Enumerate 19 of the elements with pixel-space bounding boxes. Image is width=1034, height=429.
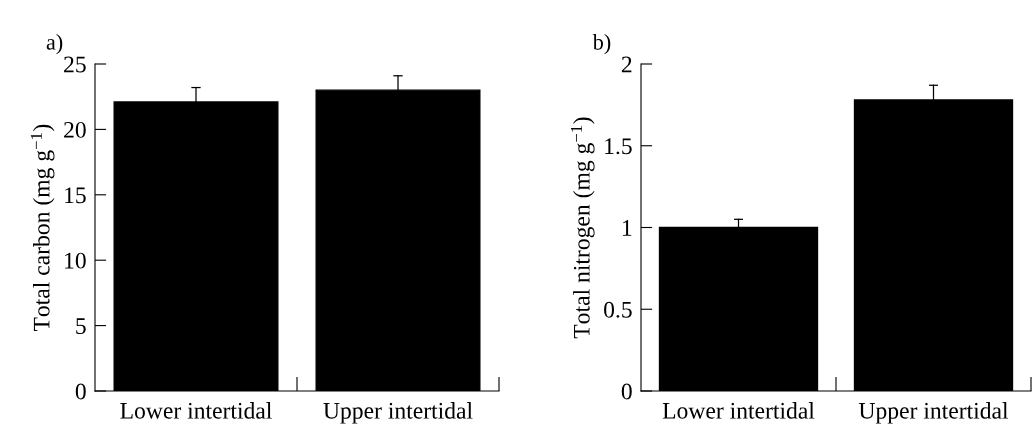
y-tick-label: 2 (621, 56, 632, 73)
y-tick-label: 25 (64, 56, 86, 73)
y-tick-label: 1.5 (605, 138, 632, 155)
y-tick-label: 10 (65, 252, 86, 269)
y-axis-title: Total carbon (mg g$^{−1}$) (30, 124, 55, 332)
y-tick-label: 5 (76, 318, 86, 335)
x-tick-label: Lower intertidal (662, 402, 815, 419)
chart-title: b) (592, 34, 611, 55)
chart-title: a) (46, 34, 63, 55)
y-tick-label: 0.5 (604, 301, 632, 318)
y-tick-label: 1 (622, 220, 632, 236)
y-tick-label: 0 (621, 383, 632, 400)
x-tick-label: Lower intertidal (120, 402, 272, 419)
y-tick-label: 0 (75, 383, 86, 400)
x-tick-label: Upper intertidal (858, 402, 1009, 424)
x-tick-label: Upper intertidal (323, 402, 473, 424)
y-tick-label: 15 (65, 187, 86, 204)
y-axis-title: Total nitrogen (mg g$^{−1}$) (570, 117, 595, 339)
y-tick-label: 20 (64, 121, 86, 138)
